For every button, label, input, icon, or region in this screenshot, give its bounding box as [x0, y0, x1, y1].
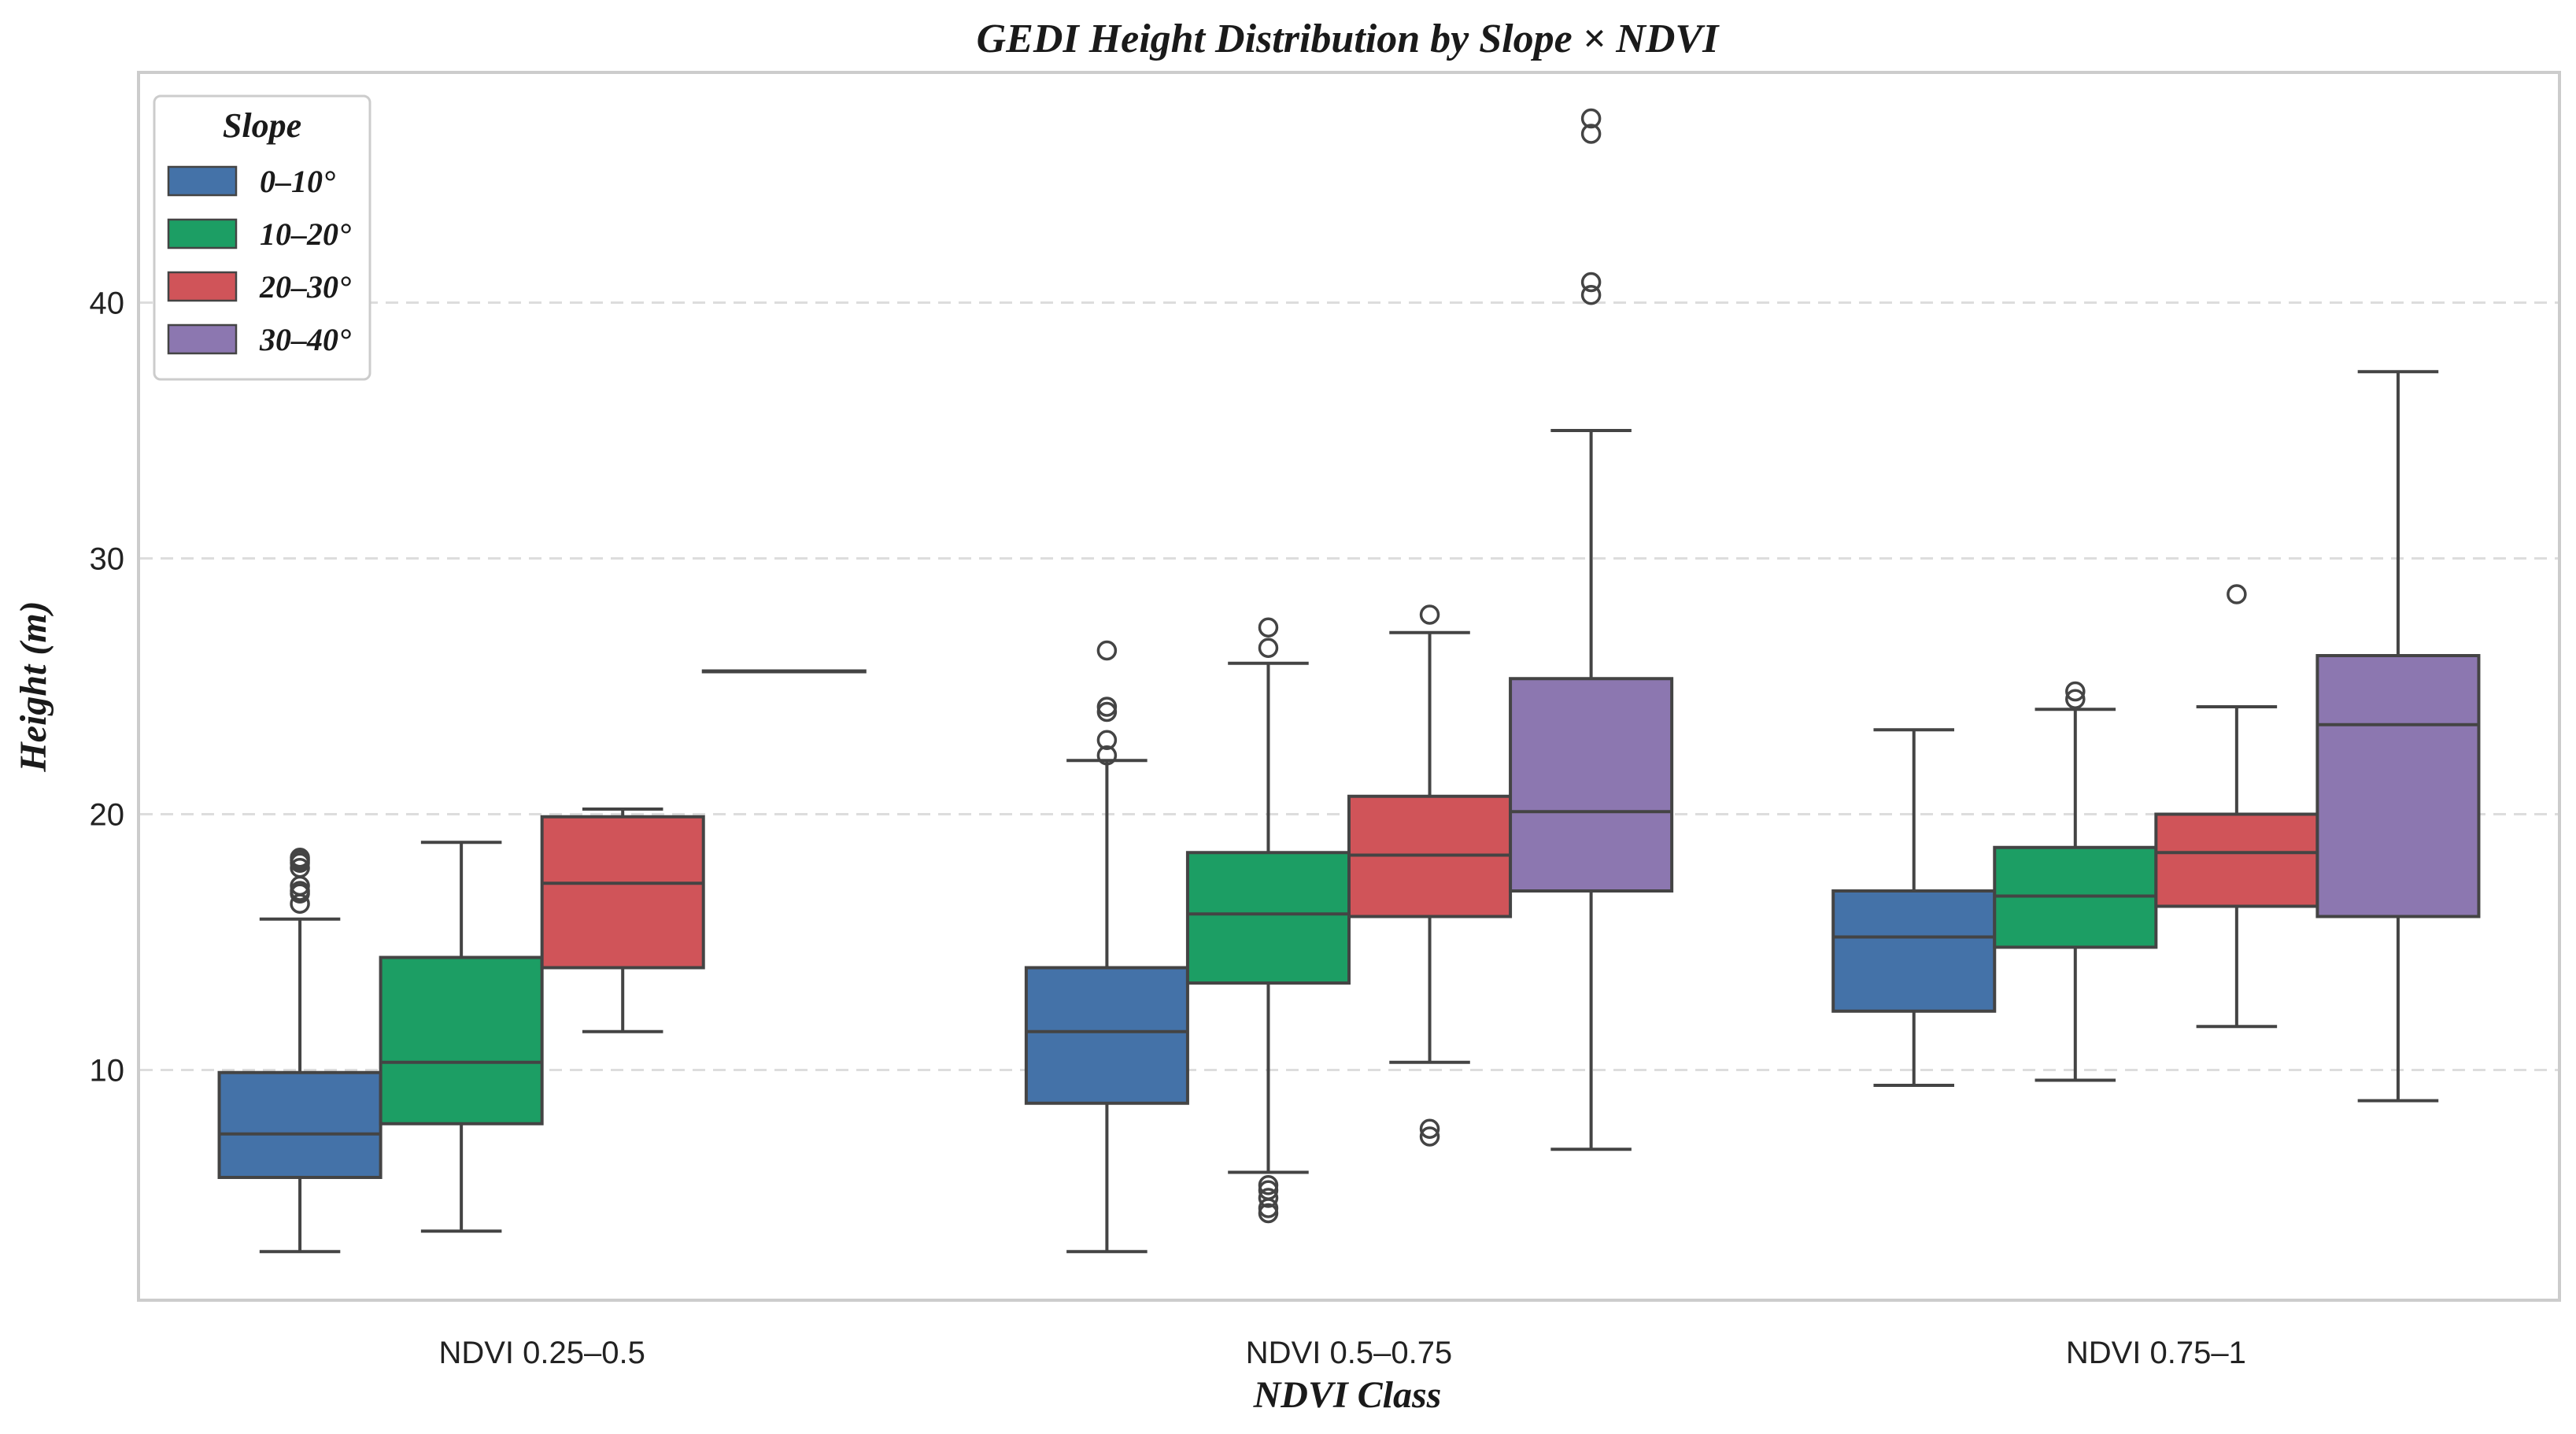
legend-item-2: 10–20° [167, 216, 351, 252]
series-3 [540, 584, 2319, 1147]
outlier-point [1419, 604, 1440, 625]
outlier-point [1419, 1126, 1440, 1147]
box-s1-c2 [1024, 640, 1189, 1254]
legend-items: 0–10° 10–20° 20–30° 30–40° [167, 164, 351, 357]
legend-label-3: 20–30° [259, 269, 351, 305]
box-series [217, 108, 2481, 1254]
legend-swatch-2 [167, 218, 238, 249]
chart-title: GEDI Height Distribution by Slope × NDVI [977, 17, 1720, 61]
x-axis-label: NDVI Class [1253, 1374, 1442, 1416]
box-iqr [1509, 677, 1674, 893]
box-s1-c3 [1831, 728, 1997, 1087]
box-s4-c1 [701, 669, 867, 674]
outlier-point [290, 881, 310, 901]
x-tick-label-3: NDVI 0.75–1 [2066, 1336, 2246, 1370]
x-tick-label-1: NDVI 0.25–0.5 [438, 1336, 645, 1370]
outlier-point [1580, 272, 1602, 293]
x-tick-label-2: NDVI 0.5–0.75 [1246, 1336, 1452, 1370]
legend-swatch-3 [167, 271, 238, 302]
x-tick-labels: NDVI 0.25–0.5 NDVI 0.5–0.75 NDVI 0.75–1 [438, 1336, 2245, 1370]
box-iqr [217, 1070, 383, 1179]
outlier-point [2065, 681, 2086, 702]
y-tick-label-20: 20 [90, 798, 125, 833]
outlier-point [1580, 285, 1602, 305]
outlier-point [290, 858, 310, 878]
legend-label-1: 0–10° [260, 164, 335, 199]
box-iqr [1831, 889, 1997, 1013]
y-tick-label-40: 40 [90, 286, 125, 321]
legend-item-4: 30–40° [167, 322, 351, 357]
outlier-point [1096, 730, 1118, 750]
series-2 [379, 617, 2158, 1233]
box-s2-c2 [1185, 617, 1351, 1224]
y-tick-labels: 10 20 30 40 [90, 286, 125, 1088]
outlier-point [1096, 640, 1118, 661]
legend-swatch-1 [167, 165, 238, 197]
outlier-point [1258, 1188, 1279, 1208]
outlier-point [1580, 108, 1602, 129]
outlier-point [1258, 1180, 1279, 1200]
y-tick-label-10: 10 [90, 1054, 125, 1088]
outlier-point [2227, 584, 2247, 604]
box-s2-c3 [1993, 681, 2158, 1082]
outlier-point [1258, 1203, 1279, 1224]
y-axis-label: Height (m) [13, 601, 54, 772]
box-iqr [2315, 654, 2481, 918]
outlier-point [1258, 1175, 1279, 1196]
legend-label-4: 30–40° [259, 322, 351, 357]
box-iqr [1024, 966, 1189, 1105]
box-iqr [2154, 812, 2319, 908]
legend-label-2: 10–20° [260, 216, 351, 252]
outlier-point [290, 848, 310, 868]
outlier-point [1258, 617, 1279, 638]
series-1 [217, 640, 1997, 1254]
outlier-point [1096, 697, 1118, 717]
box-s3-c2 [1347, 604, 1513, 1147]
box-s4-c2 [1509, 108, 1674, 1151]
box-s2-c1 [379, 841, 544, 1233]
box-s1-c1 [217, 848, 383, 1254]
box-s3-c1 [540, 808, 705, 1033]
y-tick-label-30: 30 [90, 542, 125, 577]
outlier-point [1096, 701, 1118, 723]
outlier-point [1258, 638, 1279, 658]
box-iqr [1185, 851, 1351, 985]
box-s4-c3 [2315, 370, 2481, 1103]
box-iqr [379, 955, 544, 1125]
legend-title: Slope [223, 106, 301, 145]
outlier-point [1096, 745, 1118, 766]
outlier-point [2065, 689, 2086, 709]
legend-item-3: 20–30° [167, 269, 351, 305]
box-iqr [540, 815, 705, 970]
outlier-point [1580, 124, 1602, 144]
outlier-point [1419, 1118, 1440, 1139]
legend-swatch-4 [167, 323, 238, 355]
series-4 [701, 108, 2481, 1151]
legend-item-1: 0–10° [167, 164, 335, 199]
legend: Slope 0–10° 10–20° 20–30° 30–40° [153, 94, 371, 381]
